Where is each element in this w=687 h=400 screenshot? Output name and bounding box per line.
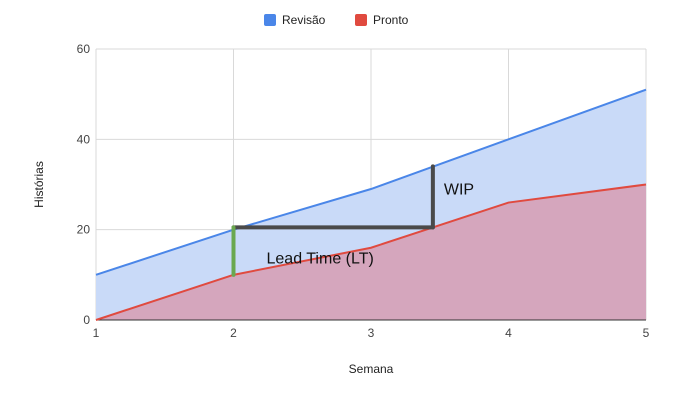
area-series-1 (96, 184, 646, 320)
x-tick-label: 4 (505, 326, 512, 340)
line-series-1 (95, 183, 647, 321)
legend: Revisão Pronto (264, 13, 409, 27)
x-tick-label: 2 (230, 326, 237, 340)
legend-label-pronto: Pronto (373, 13, 409, 27)
y-axis-title: Histórias (32, 161, 46, 208)
x-axis-title: Semana (349, 362, 394, 376)
y-tick-label: 20 (77, 223, 91, 237)
x-tick-label: 5 (643, 326, 650, 340)
y-tick-label: 60 (77, 42, 91, 56)
annotations: Lead Time (LT) WIP (231, 164, 474, 277)
y-tick-label: 40 (77, 132, 91, 146)
tick-labels: 0 20 40 60 1 2 3 4 5 (77, 42, 650, 340)
legend-swatch-pronto (355, 14, 367, 26)
y-tick-label: 0 (83, 313, 90, 327)
lead-time-label: Lead Time (LT) (267, 251, 374, 268)
wip-label: WIP (444, 181, 474, 198)
x-tick-label: 3 (368, 326, 375, 340)
legend-swatch-revisao (264, 14, 276, 26)
legend-label-revisao: Revisão (282, 13, 326, 27)
series-lines (95, 88, 647, 321)
x-tick-label: 1 (93, 326, 100, 340)
line-series-0 (95, 88, 647, 276)
